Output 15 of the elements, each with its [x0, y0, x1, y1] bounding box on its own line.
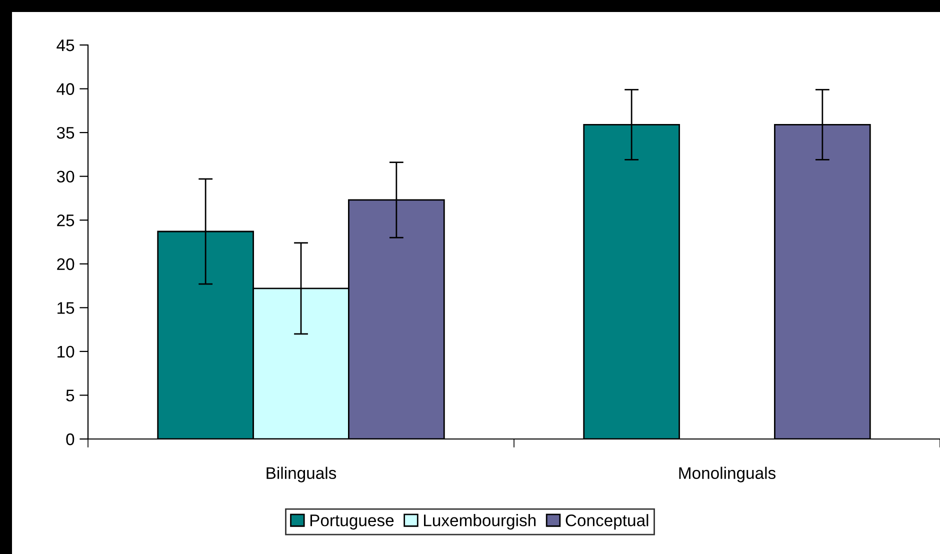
y-tick-label: 10 [58, 346, 74, 358]
y-tick-label: 35 [56, 126, 74, 139]
x-tick-label: Bilinguals [266, 466, 336, 482]
y-tick-label: 40 [56, 83, 74, 95]
y-tick-label: 5 [66, 390, 74, 402]
legend-label: Conceptual [566, 514, 648, 530]
y-tick-label: 15 [58, 302, 74, 314]
y-tick-label: 45 [56, 40, 74, 52]
y-tick-label: 30 [56, 170, 74, 183]
x-tick-label: Monolinguals [679, 466, 776, 482]
y-tick-label: 20 [57, 258, 74, 270]
legend-label: Luxembourgish [424, 514, 536, 530]
y-tick-label: 0 [66, 433, 74, 446]
legend-label: Portuguese [310, 514, 394, 530]
y-tick-label: 25 [57, 214, 74, 226]
